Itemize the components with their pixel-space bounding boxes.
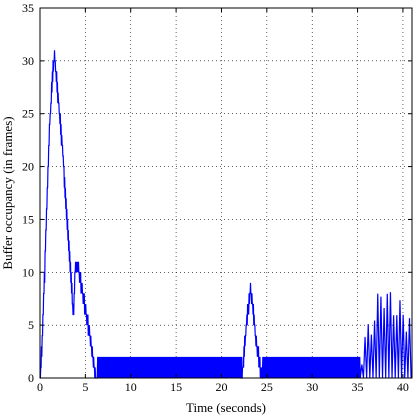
x-tick-label: 0 [37, 380, 43, 394]
x-tick-label: 10 [125, 380, 137, 394]
x-tick-label: 20 [215, 380, 227, 394]
x-tick-label: 25 [261, 380, 273, 394]
y-axis-label: Buffer occupancy (in frames) [0, 116, 15, 269]
y-tick-label: 35 [22, 1, 34, 15]
plot-frame [39, 7, 413, 379]
x-axis-label: Time (seconds) [186, 400, 266, 415]
y-tick-label: 10 [22, 265, 34, 279]
series-line [39, 50, 412, 379]
grid-lines [40, 8, 412, 378]
y-tick-label: 30 [22, 54, 34, 68]
x-tick-label: 35 [352, 380, 364, 394]
y-tick-label: 25 [22, 107, 34, 121]
y-tick-label: 20 [22, 160, 34, 174]
x-tick-label: 5 [82, 380, 88, 394]
x-tick-label: 15 [170, 380, 182, 394]
x-tick-label: 30 [306, 380, 318, 394]
y-tick-label: 15 [22, 212, 34, 226]
y-tick-label: 5 [28, 318, 34, 332]
axis-ticks: 0 5 10 15 20 25 30 35 40 0 5 10 15 20 25 30 35 [22, 1, 412, 394]
data-series [39, 50, 412, 379]
y-tick-label: 0 [28, 371, 34, 385]
x-tick-label: 40 [397, 380, 409, 394]
